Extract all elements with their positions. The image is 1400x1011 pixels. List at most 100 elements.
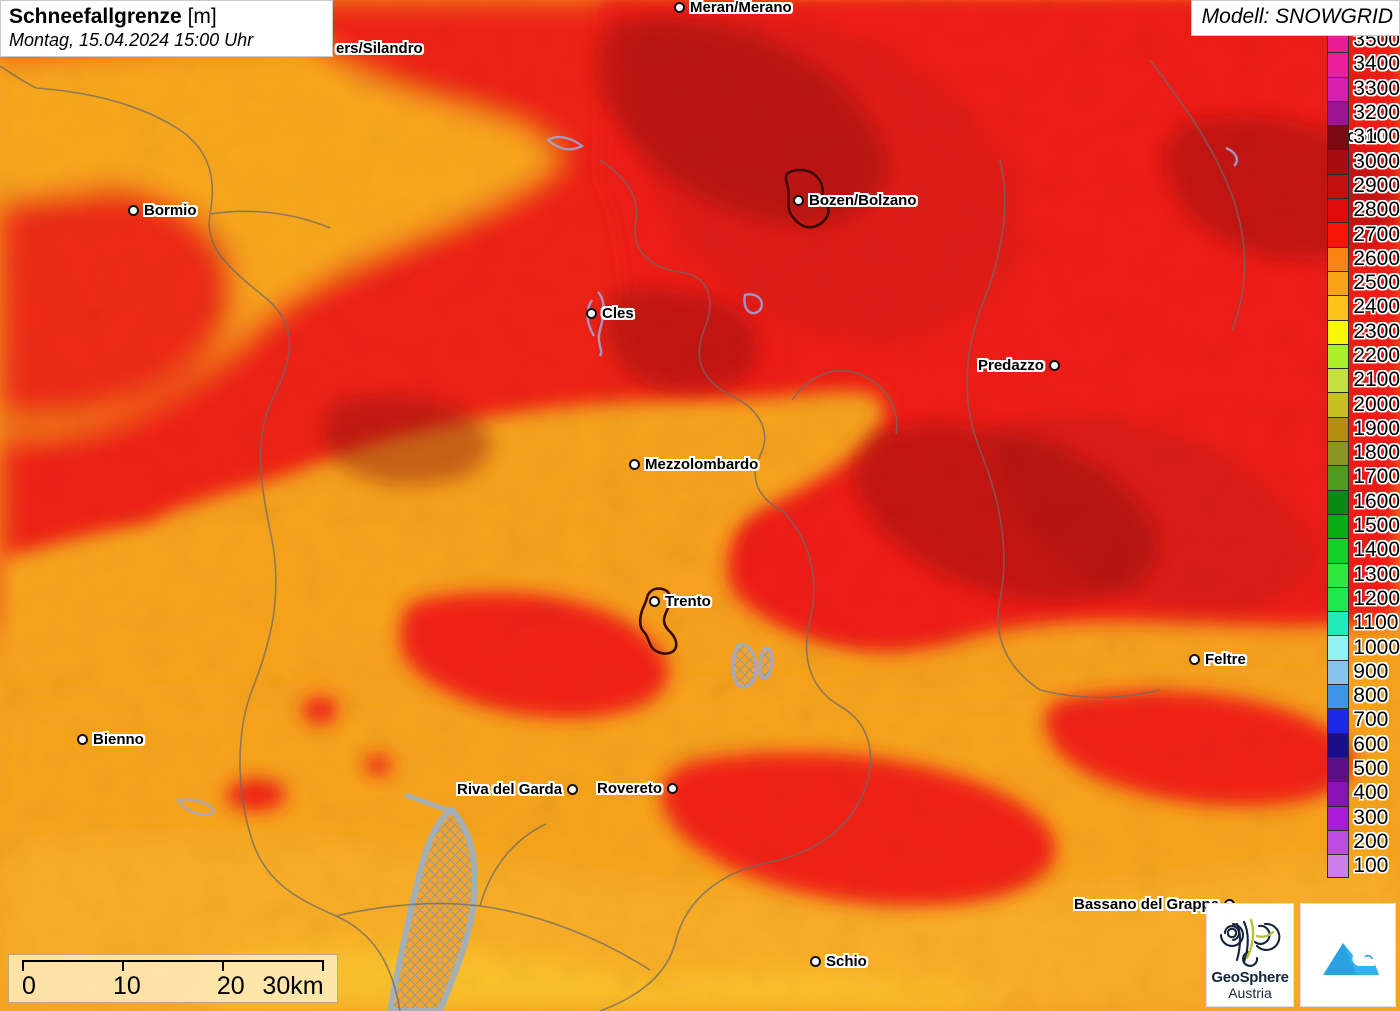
scale-label: 20: [216, 972, 245, 1000]
legend-entry: 1900: [1327, 416, 1400, 442]
scale-bar-ticks: [22, 960, 324, 972]
legend-entry: 2300: [1327, 319, 1400, 344]
legend-swatch: [1327, 343, 1350, 369]
legend-value-label: 2500: [1353, 271, 1400, 295]
legend-swatch: [1327, 708, 1350, 733]
legend-value-label: 2900: [1353, 173, 1400, 197]
legend-swatch: [1327, 270, 1350, 296]
legend-entry: 400: [1327, 781, 1388, 806]
legend-value-label: 1200: [1353, 586, 1400, 610]
mountain-cloud-icon: [1323, 943, 1379, 975]
legend-swatch: [1327, 829, 1350, 855]
city-dot-icon: [810, 956, 821, 967]
city-label: Cles: [602, 305, 634, 322]
geosphere-name: GeoSphere: [1211, 968, 1289, 986]
legend-value-label: 1900: [1353, 416, 1400, 440]
city-dot-icon: [793, 195, 804, 206]
legend-entry: 700: [1327, 708, 1389, 733]
legend-value-label: 1500: [1353, 514, 1400, 538]
legend-entry: 1300: [1327, 562, 1400, 587]
city-dot-icon: [629, 459, 640, 470]
city-marker[interactable]: Meran/Merano: [674, 0, 792, 15]
legend-value-label: 2800: [1353, 198, 1400, 222]
weather-app-logo[interactable]: [1300, 903, 1396, 1007]
city-label: ers/Silandro: [336, 40, 423, 57]
legend-value-label: 1100: [1353, 611, 1399, 635]
city-marker[interactable]: Bormio: [128, 203, 197, 218]
model-box: Modell: SNOWGRID: [1190, 0, 1400, 36]
city-marker[interactable]: Riva del Garda: [457, 781, 579, 798]
legend-entry: 100: [1327, 854, 1388, 879]
city-dot-icon: [128, 205, 139, 216]
city-marker[interactable]: Trento: [649, 594, 711, 609]
legend-swatch: [1327, 659, 1350, 685]
page-title: Schneefallgrenze [m]: [9, 4, 324, 29]
city-marker[interactable]: ers/Silandro: [320, 41, 423, 56]
legend-entry: 2500: [1327, 270, 1400, 296]
legend-swatch: [1327, 416, 1350, 442]
legend-swatch: [1327, 756, 1350, 782]
model-label: Modell: SNOWGRID: [1201, 5, 1393, 28]
legend-swatch: [1327, 489, 1350, 514]
legend-entry: 1800: [1327, 441, 1400, 466]
legend-value-label: 1800: [1353, 441, 1400, 465]
geosphere-austria-logo[interactable]: GeoSphere Austria: [1206, 903, 1294, 1007]
legend-swatch: [1327, 125, 1350, 150]
legend-entry: 2000: [1327, 392, 1400, 417]
legend-value-label: 1400: [1353, 538, 1400, 562]
legend-swatch: [1327, 198, 1350, 223]
legend-swatch: [1327, 781, 1350, 806]
city-marker[interactable]: Bozen/Bolzano: [793, 193, 917, 208]
legend-swatch: [1327, 100, 1350, 126]
city-label: Riva del Garda: [457, 781, 563, 798]
legend-entry: 1200: [1327, 586, 1400, 612]
city-marker[interactable]: Bienno: [77, 732, 144, 747]
city-marker[interactable]: Cles: [586, 306, 634, 321]
scale-tick: [221, 960, 224, 971]
legend-value-label: 2100: [1353, 368, 1400, 392]
city-marker[interactable]: Schio: [810, 954, 867, 969]
scale-bar: 0 10 20 30km: [8, 954, 338, 1003]
legend-entry: 800: [1327, 684, 1388, 709]
scale-bar-line: [23, 960, 323, 962]
scale-tick: [121, 960, 124, 971]
legend-value-label: 3100: [1353, 125, 1400, 149]
legend-entry: 1400: [1327, 538, 1400, 563]
city-label: Bozen/Bolzano: [809, 192, 917, 209]
logo-group: GeoSphere Austria: [1206, 903, 1396, 1007]
legend-entry: 3400: [1327, 52, 1400, 77]
geosphere-wordmark: GeoSphere Austria: [1211, 968, 1289, 1001]
title-unit: [m]: [187, 5, 217, 28]
legend-value-label: 3300: [1353, 76, 1400, 100]
legend-swatch: [1327, 562, 1350, 587]
city-label: Trento: [665, 593, 711, 610]
legend-value-label: 700: [1353, 708, 1389, 732]
legend-value-label: 2700: [1353, 222, 1400, 246]
legend-swatch: [1327, 611, 1350, 636]
legend-colorbar[interactable]: 100 200 300 400 500 600 700 800 900 1000 1100 1200 1…: [1327, 28, 1400, 879]
scale-tick: [322, 960, 324, 971]
legend-swatch: [1327, 246, 1350, 271]
geosphere-country: Austria: [1228, 984, 1272, 1001]
legend-entry: 2800: [1327, 198, 1400, 223]
legend-entry: 300: [1327, 805, 1388, 830]
legend-entry: 3300: [1327, 76, 1400, 101]
city-label: Schio: [826, 953, 867, 970]
legend-swatch: [1327, 76, 1350, 101]
legend-entry: 3000: [1327, 149, 1400, 174]
city-marker[interactable]: Predazzo: [978, 358, 1060, 373]
legend-value-label: 2200: [1353, 344, 1400, 367]
city-marker[interactable]: Rovereto: [597, 781, 679, 796]
legend-entry: 1600: [1327, 489, 1400, 514]
legend-entry: 1000: [1327, 635, 1400, 660]
city-marker[interactable]: Feltre: [1189, 652, 1246, 667]
city-label: Predazzo: [978, 357, 1044, 374]
legend-value-label: 1300: [1353, 562, 1400, 586]
legend-swatch: [1327, 465, 1350, 490]
legend-value-label: 500: [1353, 757, 1389, 781]
legend-entry: 500: [1327, 756, 1389, 782]
legend-value-label: 2300: [1353, 319, 1400, 343]
geosphere-swirl-icon: [1219, 918, 1281, 967]
city-marker[interactable]: Mezzolombardo: [629, 457, 758, 472]
